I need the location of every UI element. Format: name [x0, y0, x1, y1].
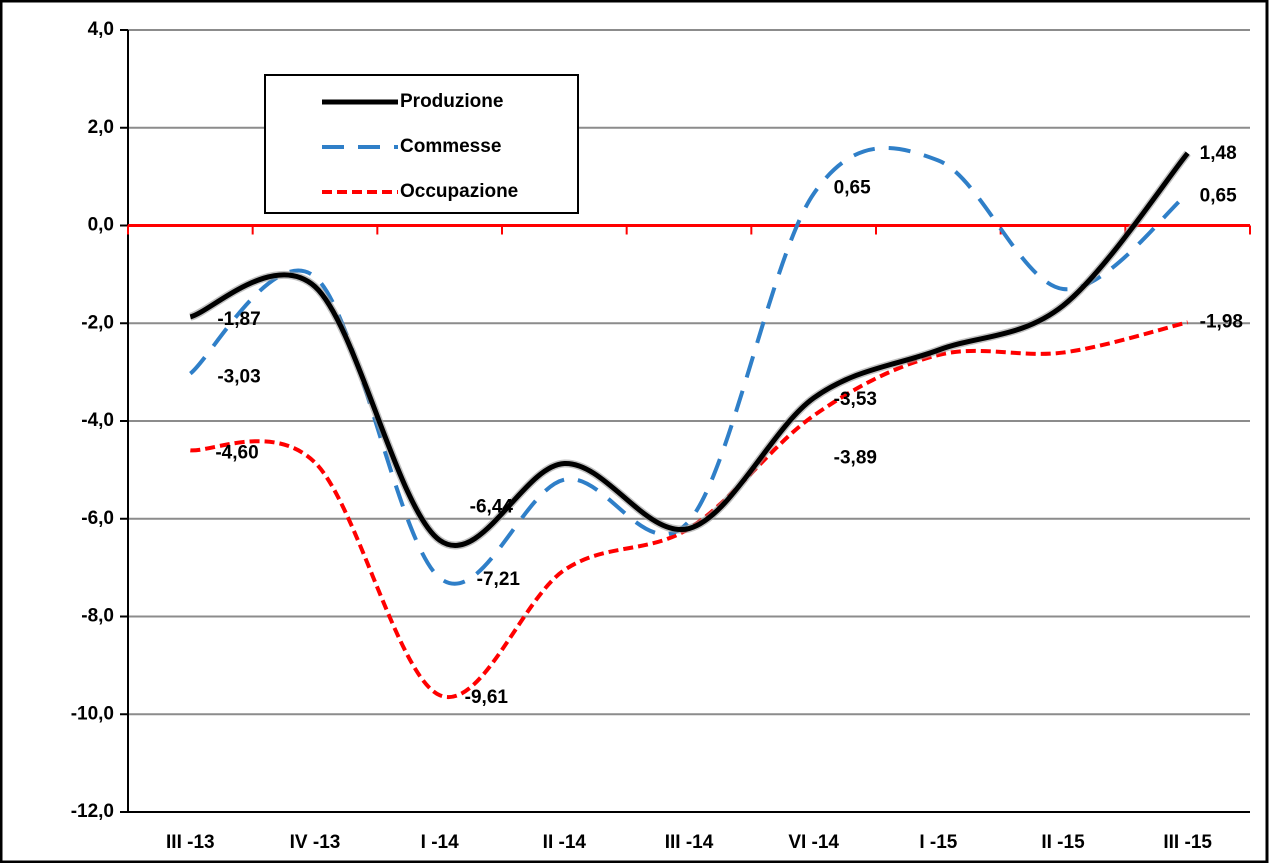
x-tick-label: II -15: [1041, 832, 1085, 853]
y-tick-label: -8,0: [81, 606, 114, 627]
data-label: -1,98: [1200, 311, 1243, 332]
legend-box: [264, 74, 579, 214]
data-label: 0,65: [834, 178, 871, 199]
y-tick-label: -2,0: [81, 312, 114, 333]
legend-label: Commesse: [400, 136, 501, 157]
data-label: -1,87: [217, 309, 260, 330]
x-tick-label: III -15: [1163, 832, 1212, 853]
data-label: -3,89: [834, 448, 877, 469]
data-label: -7,21: [477, 569, 521, 590]
legend: Produzione Commesse Occupazione: [264, 74, 579, 214]
x-tick-label: I -15: [919, 832, 957, 853]
data-label: -9,61: [465, 687, 509, 708]
legend-label: Occupazione: [400, 181, 518, 202]
y-tick-label: 4,0: [88, 19, 114, 40]
data-label: 1,48: [1200, 143, 1237, 164]
data-label: -3,53: [834, 389, 877, 410]
data-label: -3,03: [217, 367, 260, 388]
y-tick-label: 0,0: [88, 215, 114, 236]
y-tick-label: -12,0: [71, 801, 114, 822]
x-tick-label: II -14: [543, 832, 587, 853]
legend-label: Produzione: [400, 91, 503, 112]
data-label: -4,60: [215, 442, 258, 463]
x-tick-label: III -14: [665, 832, 714, 853]
data-label: 0,65: [1200, 186, 1237, 207]
x-tick-label: VI -14: [788, 832, 839, 853]
data-label: -6,44: [470, 496, 514, 517]
y-tick-label: -10,0: [71, 703, 114, 724]
y-tick-label: -6,0: [81, 508, 114, 529]
series-line: [190, 320, 1189, 700]
y-tick-label: -4,0: [81, 410, 114, 431]
x-tick-label: III -13: [166, 832, 215, 853]
x-tick-label: I -14: [421, 832, 459, 853]
y-tick-label: 2,0: [88, 117, 114, 138]
series-line: [189, 151, 1190, 548]
x-tick-label: IV -13: [290, 832, 341, 853]
